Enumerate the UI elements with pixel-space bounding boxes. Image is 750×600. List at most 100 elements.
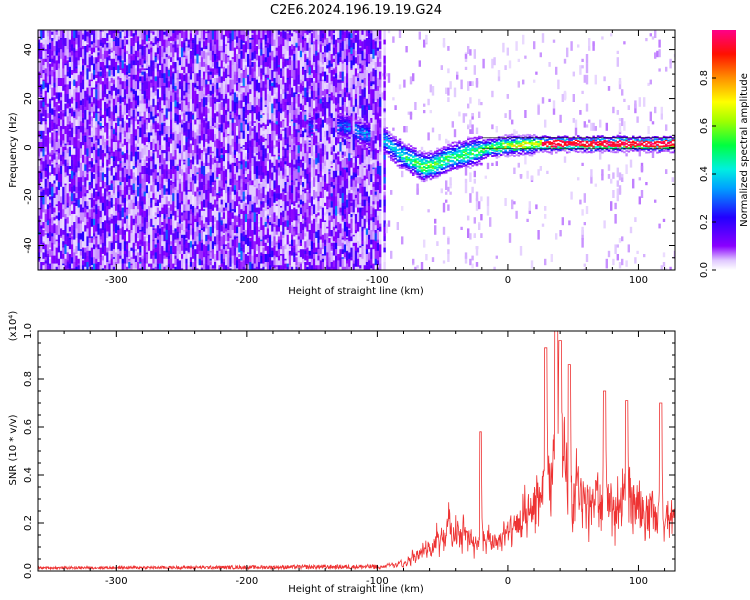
spectrogram-cell (170, 134, 173, 139)
spectrogram-cell (218, 127, 221, 131)
spectrogram-cell (88, 46, 91, 48)
spectrogram-cell (55, 87, 58, 93)
spectrogram-cell (203, 162, 206, 167)
spectrogram-cell (64, 266, 67, 270)
spectrogram-cell (90, 81, 94, 88)
spectrogram-cell (130, 138, 133, 146)
spectrogram-cell (99, 108, 102, 111)
spectrogram-cell (62, 234, 65, 240)
spectrogram-cell (137, 116, 140, 120)
spectrogram-cell (247, 114, 250, 123)
spectrogram-cell (200, 90, 204, 99)
spectrogram-cell (44, 167, 47, 171)
spectrogram-cell (79, 169, 83, 178)
spectrogram-cell (231, 100, 234, 111)
spectrogram-cell (222, 226, 226, 234)
spectrogram-cell (229, 95, 232, 104)
spectrogram-cell (143, 159, 146, 167)
spectrogram-cell (93, 249, 96, 258)
spectrogram-cell (40, 100, 43, 109)
spectrogram-cell (75, 50, 78, 53)
spectrogram-cell (165, 257, 168, 259)
spectrogram-cell (181, 47, 184, 58)
spectrogram-cell (126, 228, 129, 232)
spectrogram-cell (143, 103, 146, 112)
spectrogram-cell (258, 238, 261, 247)
spectrogram-cell (154, 143, 157, 149)
spectrogram-cell (150, 111, 153, 120)
spectrogram-cell (240, 250, 243, 261)
spectrogram-cell (110, 180, 113, 184)
spectrogram-cell (165, 97, 168, 101)
spectrogram-cell (266, 233, 270, 239)
spectrogram-cell (174, 38, 177, 42)
spectrogram-cell (236, 166, 239, 173)
spectrogram-cell (93, 89, 96, 98)
spectrogram-cell (249, 156, 252, 163)
spectrogram-cell (227, 55, 230, 58)
spectrogram-cell (178, 36, 182, 45)
spectrogram-cell (211, 46, 215, 51)
spectrogram-cell (134, 249, 138, 251)
spectrogram-cell (130, 175, 133, 179)
spectrogram-cell (117, 212, 120, 221)
spectrogram-cell (269, 215, 272, 218)
spectrogram-cell (196, 212, 199, 215)
spectrogram-cell (211, 132, 215, 143)
spectrogram-cell (174, 228, 177, 232)
spectrogram-cell (161, 36, 164, 47)
spectrogram-cell (196, 268, 199, 270)
spectrogram-cell (251, 130, 254, 139)
spectrogram-cell (44, 135, 47, 138)
spectrogram-cell (236, 94, 239, 98)
spectrogram-cell (79, 116, 83, 122)
spectrogram-cell (134, 250, 138, 256)
spectrogram-cell (108, 42, 111, 50)
spectrogram-cell (126, 142, 129, 151)
spectrogram-cell (40, 108, 43, 114)
spectrogram-cell (176, 164, 179, 167)
spectrogram-cell (181, 66, 184, 71)
spectrogram-cell (229, 186, 232, 195)
spectrogram-cell (108, 34, 111, 43)
spectrogram-cell (84, 110, 87, 120)
spectrogram-cell (77, 140, 80, 149)
spectrogram-cell (249, 84, 252, 90)
spectrogram-cell (82, 134, 85, 136)
spectrogram-cell (112, 58, 116, 67)
spectrogram-cell (167, 70, 171, 77)
spectrogram-cell (64, 103, 67, 112)
spectrogram-cell (266, 199, 270, 205)
spectrogram-cell (194, 241, 197, 247)
spectrogram-cell (271, 246, 274, 248)
spectrogram-cell (152, 153, 155, 157)
spectrogram-cell (189, 122, 193, 131)
spectrogram-cell (249, 121, 252, 125)
spectrogram-cell (143, 196, 146, 205)
spectrogram-cell (277, 175, 281, 186)
spectrogram-cell (123, 76, 127, 82)
spectrogram-cell (101, 222, 105, 231)
spectrogram-cell (187, 76, 190, 83)
spectrogram-cell (183, 263, 186, 270)
spectrogram-cell (104, 30, 107, 39)
spectrogram-cell (57, 220, 61, 226)
spectrogram-cell (238, 169, 241, 176)
spectrogram-cell (253, 241, 256, 251)
spectrogram-cell (231, 39, 234, 42)
spectrogram-cell (244, 263, 248, 266)
spectrogram-cell (225, 254, 228, 258)
spectrogram-cell (264, 46, 267, 48)
spectrogram-cell (77, 217, 80, 224)
spectrogram-cell (280, 212, 283, 216)
spectrogram-cell (119, 196, 122, 205)
spectrogram-cell (115, 215, 118, 218)
spectrogram-cell (163, 34, 166, 40)
spectrogram-cell (196, 103, 199, 109)
spectrogram-cell (139, 244, 142, 247)
spectrogram-cell (218, 207, 221, 213)
spectrogram-cell (119, 148, 122, 152)
spectrogram-cell (247, 62, 250, 67)
spectrogram-cell (244, 167, 248, 171)
spectrogram-cell (196, 129, 199, 136)
